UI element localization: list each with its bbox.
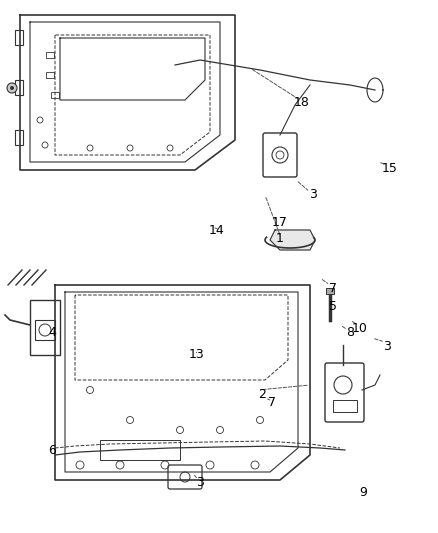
Bar: [100, 440, 180, 460]
Bar: [15, 30, 23, 45]
Text: 14: 14: [209, 223, 225, 237]
Bar: [326, 288, 334, 294]
Text: 17: 17: [272, 215, 288, 229]
Text: 15: 15: [382, 161, 398, 174]
Text: 6: 6: [48, 443, 56, 456]
Text: 8: 8: [346, 327, 354, 340]
Text: 10: 10: [352, 321, 368, 335]
Text: 9: 9: [359, 487, 367, 499]
Text: 5: 5: [329, 301, 337, 313]
Text: 1: 1: [276, 231, 284, 245]
Text: 13: 13: [189, 349, 205, 361]
Bar: [15, 130, 23, 145]
Bar: [46, 52, 54, 58]
Text: 7: 7: [268, 397, 276, 409]
Text: 7: 7: [329, 281, 337, 295]
Text: 3: 3: [196, 477, 204, 489]
Text: 18: 18: [294, 95, 310, 109]
Text: 3: 3: [383, 341, 391, 353]
Bar: [51, 92, 59, 98]
Circle shape: [10, 86, 14, 90]
Bar: [35, 320, 55, 340]
Bar: [30, 300, 60, 355]
Text: 4: 4: [48, 326, 56, 338]
Bar: [333, 400, 357, 412]
Bar: [15, 80, 23, 95]
Circle shape: [7, 83, 17, 93]
Text: 2: 2: [258, 389, 266, 401]
Polygon shape: [270, 230, 315, 250]
Bar: [46, 72, 54, 78]
Text: 3: 3: [309, 189, 317, 201]
